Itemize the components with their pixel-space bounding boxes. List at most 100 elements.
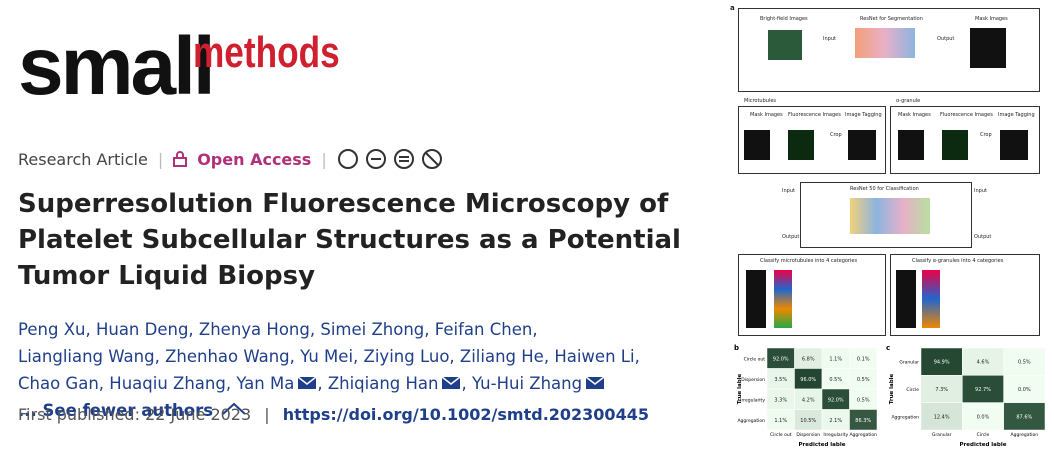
box xyxy=(800,182,972,248)
box xyxy=(738,8,1040,92)
author-name[interactable]: Simei Zhong xyxy=(320,320,425,339)
author-name[interactable]: Yan Ma xyxy=(236,374,295,393)
publication: First published: 22 June 2023 | https://… xyxy=(18,405,649,424)
image xyxy=(746,270,766,328)
panel-label: c xyxy=(886,344,890,352)
author: Yu Mei, xyxy=(300,347,363,366)
cell-value: 92.0% xyxy=(773,356,789,362)
cell xyxy=(920,375,963,403)
image xyxy=(896,270,916,328)
col-label: Irregularity xyxy=(823,432,848,438)
row-label: Granular xyxy=(899,360,919,366)
label: Mask Images xyxy=(898,112,931,118)
heatmaps xyxy=(774,270,792,328)
author-name[interactable]: Yu-Hui Zhang xyxy=(471,374,583,393)
image xyxy=(1000,130,1028,160)
cell-value: 92.7% xyxy=(975,387,991,393)
author: Yu-Hui Zhang xyxy=(472,374,605,393)
open-access[interactable]: Open Access xyxy=(197,149,312,169)
author-name[interactable]: Ziliang He xyxy=(459,347,544,366)
label: Mask Images xyxy=(750,112,783,118)
lock-icon xyxy=(173,151,188,167)
logo[interactable]: small xyxy=(18,21,216,112)
cell xyxy=(1003,347,1046,376)
author-name[interactable]: Huaqiu Zhang xyxy=(109,374,226,393)
separator: , xyxy=(225,374,237,393)
cell-value: 94.9% xyxy=(934,360,950,366)
author-name[interactable]: Feifan Chen xyxy=(434,320,533,339)
envelope-flap xyxy=(297,376,317,385)
author: Simei Zhong, xyxy=(320,320,434,339)
image xyxy=(768,30,802,60)
separator: , xyxy=(309,320,321,339)
author-name[interactable]: Haiwen Li xyxy=(554,347,635,366)
box xyxy=(890,254,1040,336)
label: ResNet for Segmentation xyxy=(860,16,923,22)
image xyxy=(848,130,876,160)
author: Zhenya Hong, xyxy=(199,320,320,339)
label: Image Tagging xyxy=(998,112,1035,118)
col-label: Granular xyxy=(932,432,952,438)
label: Microtubules xyxy=(744,98,776,104)
row-label: Irregularity xyxy=(740,397,765,403)
author: Huaqiu Zhang, xyxy=(109,374,236,393)
article-title: Superresolution Fluorescence Microscopy … xyxy=(18,189,681,291)
separator: , xyxy=(461,374,472,393)
author-name[interactable]: Chao Gan xyxy=(18,374,99,393)
label: Output xyxy=(937,36,955,42)
author: Yan Ma, xyxy=(236,374,327,393)
cell xyxy=(962,402,1004,431)
label: ResNet 50 for Classification xyxy=(850,186,919,192)
label: Fluorescence Images xyxy=(788,112,841,118)
separator: , xyxy=(424,320,435,339)
author: Feifan Chen, xyxy=(435,320,538,339)
separator: , xyxy=(85,320,96,339)
author-name[interactable]: Zhiqiang Han xyxy=(327,374,439,393)
cell-value: 4.6% xyxy=(977,360,990,366)
author: Peng Xu, xyxy=(18,320,96,339)
author-name[interactable]: Zhenhao Wang xyxy=(165,347,290,366)
cell-value: 0.1% xyxy=(857,356,870,362)
separator: , xyxy=(317,374,328,393)
separator: , xyxy=(289,347,301,366)
toggle-text[interactable]: ... See fewer authors xyxy=(18,401,214,420)
cell xyxy=(1003,402,1046,431)
cell xyxy=(849,409,878,431)
mail-icon[interactable] xyxy=(441,376,461,390)
author-name[interactable]: Zhenya Hong xyxy=(198,320,310,339)
row-label: Circle out xyxy=(744,356,766,362)
license-icons xyxy=(337,149,442,169)
label: Input xyxy=(823,36,836,42)
authors: Peng Xu, Huan Deng, Zhenya Hong, Simei Z… xyxy=(18,316,678,424)
author-name[interactable]: Liangliang Wang xyxy=(18,347,155,366)
toggle-authors[interactable]: ... See fewer authors xyxy=(18,401,247,420)
figure-c[interactable]: c 94.9% 4.6% 0.5% 7.3% 92.7% 0.0% 12.4% 0.0% 87.6… xyxy=(885,344,1050,458)
author-name[interactable]: Ziying Luo xyxy=(363,347,450,366)
confusion-matrix: c 94.9% 4.6% 0.5% 7.3% 92.7% 0.0% 12.4% 0.0% 87.6… xyxy=(886,344,1046,448)
divider: | xyxy=(157,149,164,169)
cell-value: 0.0% xyxy=(1018,387,1031,393)
box xyxy=(738,254,886,336)
cell-value: 1.1% xyxy=(829,356,842,362)
figure-a[interactable]: a Bright-field Images Input ResNet for S… xyxy=(730,2,1050,338)
label: Output xyxy=(974,234,992,240)
y-axis-label: True lable xyxy=(737,373,743,404)
figure-b[interactable]: b 92.0% 6.8% 1.1% 0.1% 3.5% 96.0% 0.5% 0.5% 3.3% 4… xyxy=(733,344,881,458)
doi-link[interactable]: https://doi.org/10.1002/smtd.202300445 xyxy=(282,405,649,424)
logo[interactable]: methods xyxy=(193,28,340,77)
chevron[interactable] xyxy=(221,402,247,416)
author-name[interactable]: Peng Xu xyxy=(18,320,86,339)
label: Mask Images xyxy=(975,16,1008,22)
author: Huan Deng, xyxy=(96,320,199,339)
mail-icon[interactable] xyxy=(585,376,605,390)
envelope-flap xyxy=(442,376,461,385)
author-name[interactable]: Yu Mei xyxy=(300,347,354,366)
cell-value: 0.5% xyxy=(829,377,842,383)
cell-value: 1.1% xyxy=(774,418,787,424)
cell-value: 10.5% xyxy=(800,418,816,424)
x-axis-label: Predicted lable xyxy=(799,442,846,448)
mail-icon[interactable] xyxy=(297,376,317,390)
row-label: Circle xyxy=(906,387,919,393)
author-name[interactable]: Huan Deng xyxy=(95,320,189,339)
author: Liangliang Wang, xyxy=(18,347,165,366)
